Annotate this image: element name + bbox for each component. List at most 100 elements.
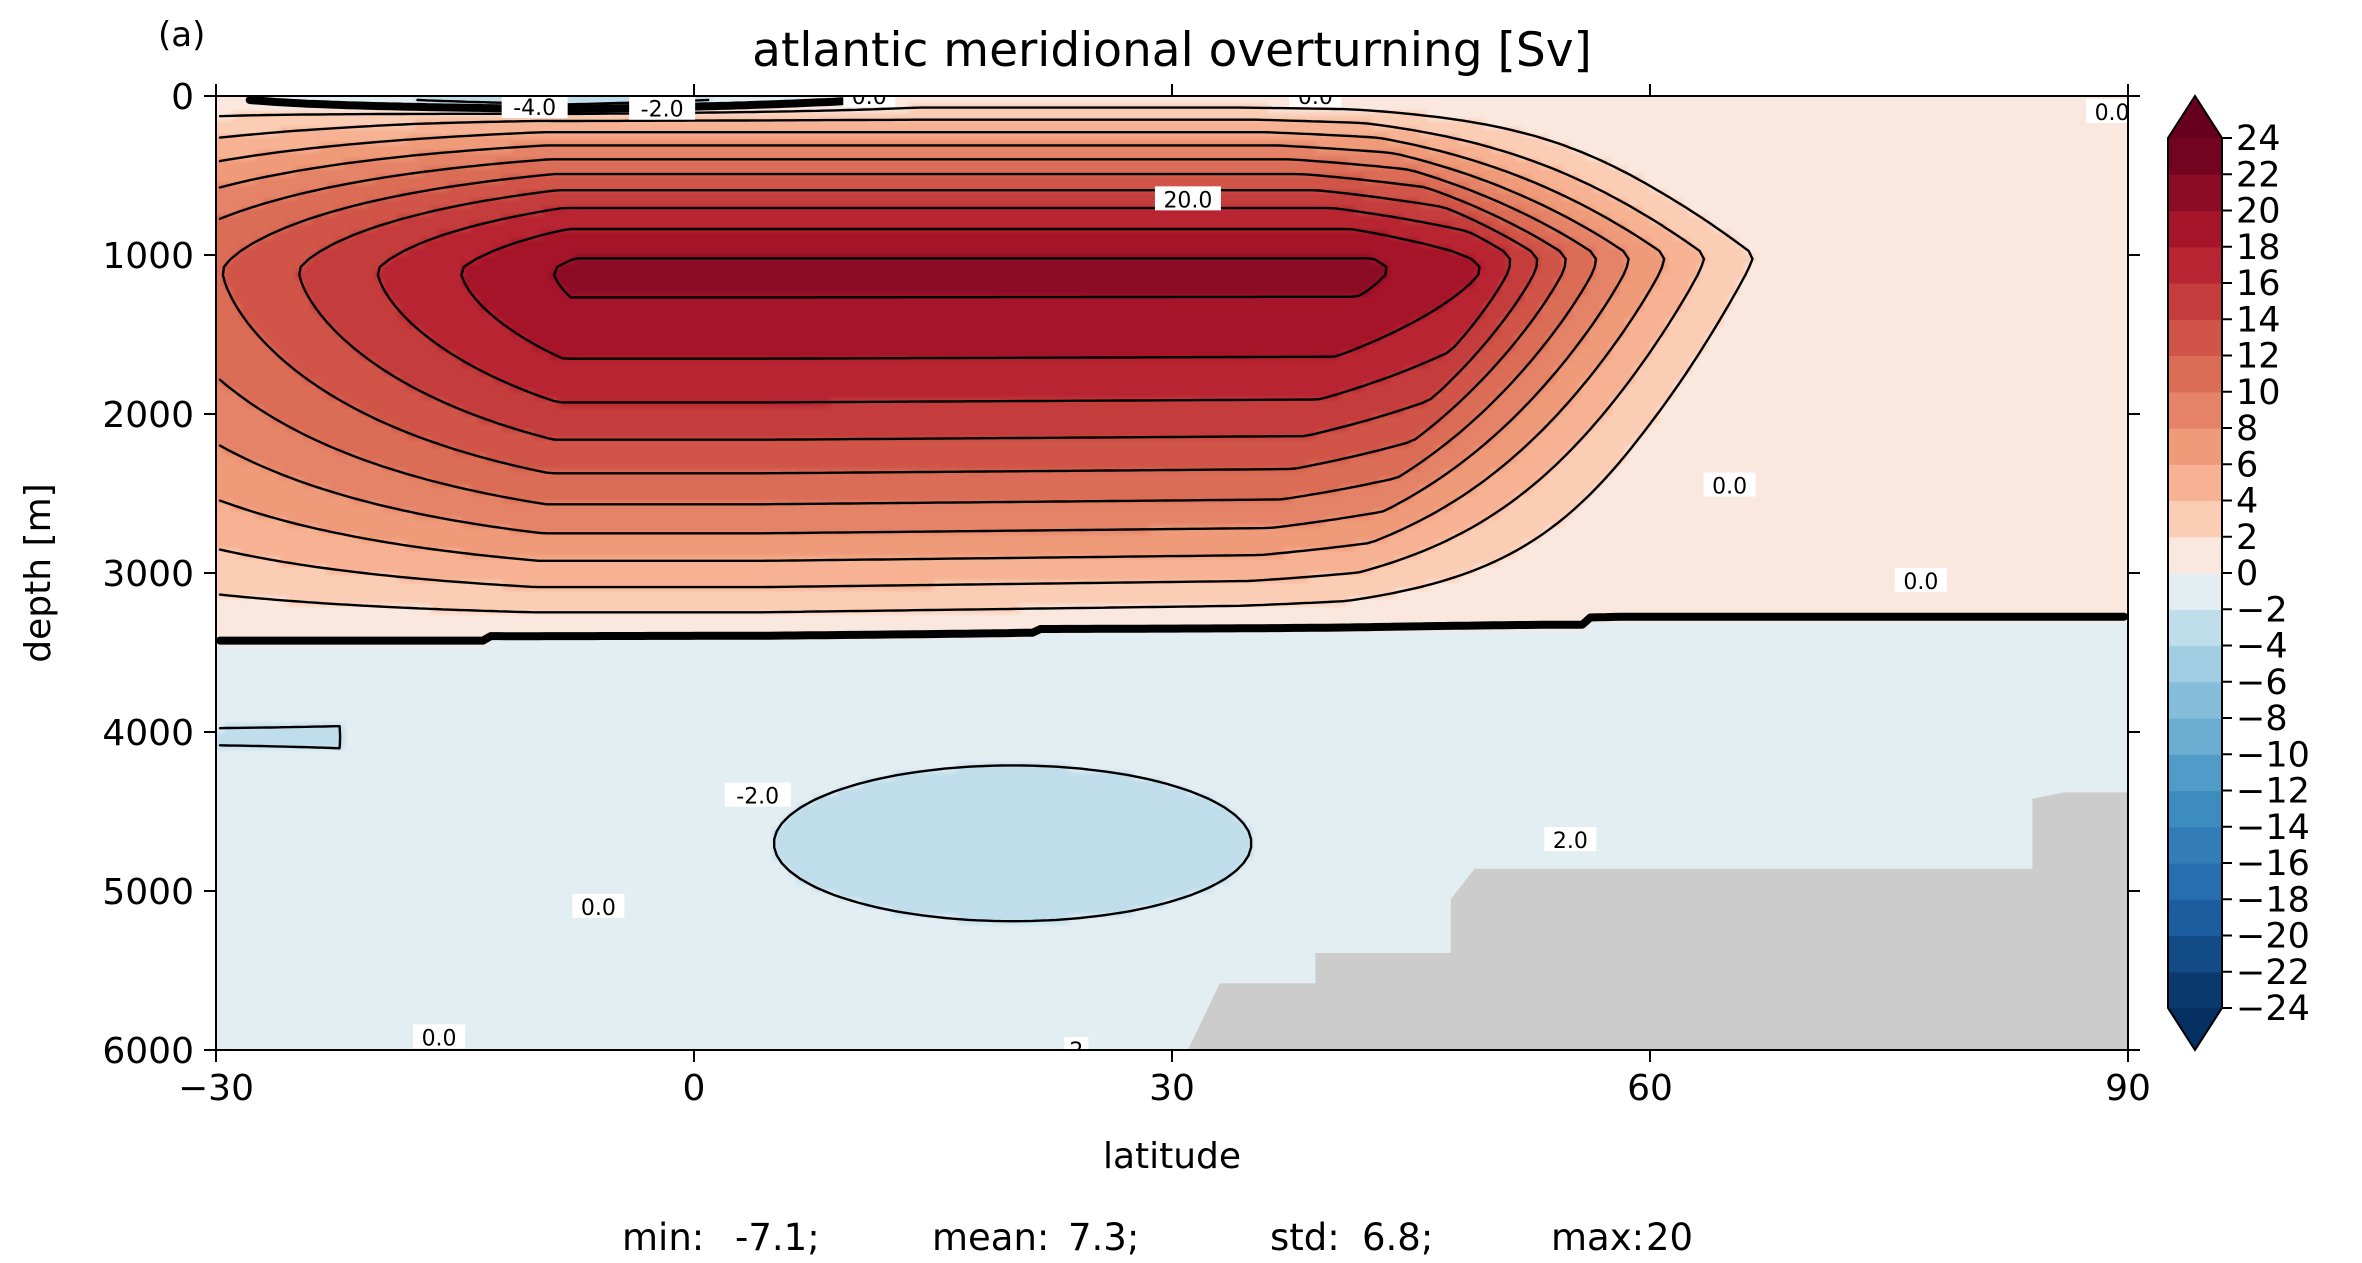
chart-title: atlantic meridional overturning [Sv] <box>752 23 1592 78</box>
y-tick-label: 5000 <box>102 872 194 913</box>
colorbar-band <box>2168 391 2222 429</box>
colorbar-tick-label: −8 <box>2236 699 2288 739</box>
colorbar-tick-label: 22 <box>2236 155 2281 195</box>
y-tick-label: 3000 <box>102 554 194 595</box>
contour-line <box>218 131 1666 562</box>
stats-line: min: -7.1; mean: 7.3; std: 6.8; max: 20 <box>622 1216 1693 1259</box>
colorbar-band <box>2168 536 2222 574</box>
colorbar-tick-label: −22 <box>2236 953 2310 993</box>
colorbar-tick-label: −6 <box>2236 663 2288 703</box>
colorbar-band <box>2168 609 2222 647</box>
colorbar-tick-label: 18 <box>2236 228 2281 268</box>
contour-label: 0.0 <box>2095 101 2130 126</box>
colorbar-band <box>2168 210 2222 248</box>
colorbar-band <box>2168 971 2222 1009</box>
colorbar-tick-label: 14 <box>2236 300 2281 340</box>
colorbar-band <box>2168 681 2222 719</box>
colorbar-tick-label: −14 <box>2236 808 2310 848</box>
contour-label: 0.0 <box>1903 570 1938 595</box>
colorbar-tick-label: 8 <box>2236 409 2258 449</box>
contour-labels: -4.0 -2.0 0.0 0.0 20.0 0.0 0.0 0.0 -2.0 0.0 0.0 2.0… <box>413 85 2130 1064</box>
contour-label-bg <box>1894 567 1947 592</box>
y-tick-label: 6000 <box>102 1031 194 1072</box>
contour-label-bg <box>629 96 696 120</box>
y-tick-label: 0 <box>171 77 194 118</box>
contour-label: 2 <box>1069 1039 1083 1064</box>
colorbar-band <box>2168 500 2222 538</box>
colorbar-band <box>2168 899 2222 937</box>
colorbar-tick-label: 10 <box>2236 373 2281 413</box>
colorbar-tick-label: 6 <box>2236 445 2258 485</box>
contour-label-bg <box>572 893 625 918</box>
colorbar-extend-max <box>2168 96 2222 138</box>
colorbar-band <box>2168 573 2222 610</box>
contour-label-bg <box>1064 1037 1089 1050</box>
panel-label: (a) <box>158 15 205 55</box>
y-tick-label: 4000 <box>102 713 194 754</box>
contour-label-bg <box>1703 472 1756 497</box>
colorbar-band <box>2168 790 2222 828</box>
contour-line <box>460 227 1481 360</box>
contour-line <box>221 172 1567 475</box>
y-axis-label: depth [m] <box>18 483 59 662</box>
contour-label: 2.0 <box>1553 829 1588 854</box>
contour-label-bg <box>413 1024 466 1049</box>
stat-std-label: std: <box>1270 1216 1340 1259</box>
colorbar-band <box>2168 355 2222 393</box>
contour-label: 20.0 <box>1163 188 1212 213</box>
colorbar-band <box>2168 319 2222 357</box>
contour-label-bg <box>724 782 791 807</box>
stat-std-value: 6.8; <box>1362 1216 1433 1259</box>
colorbar-tick-label: −12 <box>2236 772 2310 812</box>
contour-label: -2.0 <box>736 785 779 810</box>
contour-line <box>218 158 1598 506</box>
x-tick-label: 0 <box>683 1068 706 1109</box>
land-mask <box>1187 792 2128 1050</box>
stat-max-value: 20 <box>1646 1216 1693 1259</box>
contour-label: 0.0 <box>852 85 887 110</box>
colorbar-tick-label: 0 <box>2236 554 2258 594</box>
stat-max-label: max: <box>1551 1216 1644 1259</box>
colorbar-band <box>2168 464 2222 502</box>
colorbar-tick-label: −10 <box>2236 735 2310 775</box>
colorbar-band <box>2168 863 2222 900</box>
contour-line <box>552 257 1388 299</box>
colorbar-tick-label: 24 <box>2236 119 2281 159</box>
contour-label: 0.0 <box>1298 85 1333 110</box>
colorbar-tick-label: −16 <box>2236 844 2310 884</box>
stat-mean-value: 7.3; <box>1068 1216 1139 1259</box>
colorbar-band <box>2168 718 2222 755</box>
x-axis-label: latitude <box>1103 1136 1241 1177</box>
x-tick-label: 60 <box>1627 1068 1673 1109</box>
colorbar-band <box>2168 645 2222 683</box>
contour-label: 0.0 <box>1712 475 1747 500</box>
contour-label: 0.0 <box>581 896 616 921</box>
colorbar-band <box>2168 935 2222 973</box>
stat-min-label: min: <box>622 1216 704 1259</box>
colorbar-band <box>2168 174 2222 212</box>
colorbar-tick-label: 12 <box>2236 337 2281 377</box>
x-tick-label: −30 <box>178 1068 254 1109</box>
contour-lines <box>216 96 2128 923</box>
y-tick-label: 1000 <box>102 236 194 277</box>
colorbar: 242220181614121086420−2−4−6−8−10−12−14−1… <box>2167 94 2310 1052</box>
colorbar-tick-label: 2 <box>2236 518 2258 558</box>
colorbar-band <box>2168 283 2222 320</box>
x-tick-label: 30 <box>1149 1068 1195 1109</box>
colorbar-band <box>2168 826 2222 864</box>
colorbar-extend-min <box>2168 1008 2222 1050</box>
contour-label: -2.0 <box>641 98 684 123</box>
contour-label-bg <box>501 96 568 119</box>
y-tick-label: 2000 <box>102 395 194 436</box>
colorbar-band <box>2168 138 2222 175</box>
stat-mean-label: mean: <box>932 1216 1049 1259</box>
colorbar-tick-label: −2 <box>2236 590 2288 630</box>
contour-line <box>218 118 1706 589</box>
stat-min-value: -7.1; <box>735 1216 820 1259</box>
colorbar-tick-label: −4 <box>2236 627 2288 667</box>
contour-label: 0.0 <box>422 1026 457 1051</box>
contour-line <box>376 206 1512 404</box>
x-axis: −30 0 30 60 90 <box>178 84 2151 1109</box>
colorbar-band <box>2168 246 2222 284</box>
